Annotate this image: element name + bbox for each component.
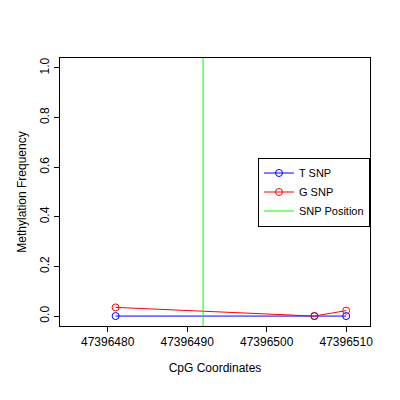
svg-text:0.4: 0.4 xyxy=(38,206,52,223)
svg-text:SNP Position: SNP Position xyxy=(299,205,364,217)
svg-text:G SNP: G SNP xyxy=(299,186,333,198)
svg-text:1.0: 1.0 xyxy=(38,57,52,74)
svg-text:Methylation Frequency: Methylation Frequency xyxy=(15,131,29,252)
svg-text:T SNP: T SNP xyxy=(299,167,331,179)
svg-text:0.0: 0.0 xyxy=(38,306,52,323)
svg-text:0.2: 0.2 xyxy=(38,256,52,273)
svg-text:47396490: 47396490 xyxy=(160,335,214,349)
svg-text:0.8: 0.8 xyxy=(38,107,52,124)
svg-text:47396500: 47396500 xyxy=(240,335,294,349)
svg-text:47396510: 47396510 xyxy=(319,335,373,349)
svg-text:0.6: 0.6 xyxy=(38,157,52,174)
svg-text:47396480: 47396480 xyxy=(81,335,135,349)
svg-text:CpG Coordinates: CpG Coordinates xyxy=(169,361,262,375)
